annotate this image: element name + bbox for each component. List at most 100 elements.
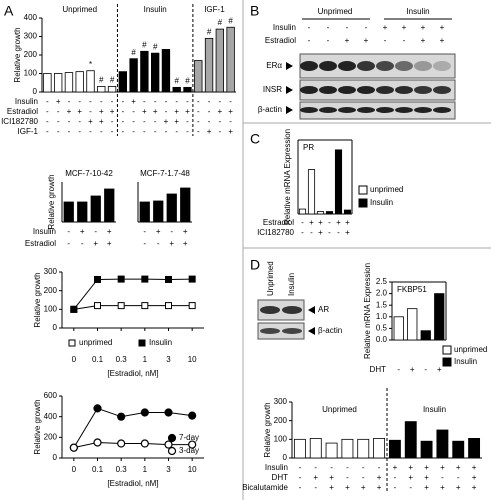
sign: - xyxy=(327,36,330,45)
sign: + xyxy=(336,218,341,227)
sign: + xyxy=(228,127,233,136)
sign: - xyxy=(46,107,49,116)
sign: - xyxy=(57,117,60,126)
band xyxy=(395,61,413,71)
sign: + xyxy=(410,365,415,374)
annotation: # xyxy=(218,18,223,27)
band xyxy=(433,107,451,113)
sign: + xyxy=(472,473,477,482)
sign: + xyxy=(228,107,233,116)
series-line xyxy=(73,407,193,448)
bar xyxy=(75,71,84,93)
band-label: β-actin xyxy=(258,105,282,114)
band xyxy=(357,86,375,94)
bar xyxy=(468,437,481,459)
sign: + xyxy=(217,107,222,116)
sign: + xyxy=(472,483,477,492)
sign: + xyxy=(440,36,445,45)
y-tick-label: 0.0 xyxy=(376,335,388,344)
bar xyxy=(325,442,338,459)
sign: + xyxy=(153,107,158,116)
sign: + xyxy=(440,23,445,32)
sign: - xyxy=(143,127,146,136)
sign: + xyxy=(174,117,179,126)
sign: + xyxy=(377,483,382,492)
sign: - xyxy=(218,127,221,136)
y-tick-label: 0 xyxy=(33,87,38,96)
y-tick-label: 400 xyxy=(24,13,38,22)
sign: - xyxy=(78,97,81,106)
legend-label: unprimed xyxy=(370,185,403,194)
band-label: ERα xyxy=(266,61,282,70)
sign: - xyxy=(362,473,365,482)
sign: - xyxy=(175,127,178,136)
marker xyxy=(94,275,101,283)
sign: - xyxy=(89,127,92,136)
band-arrow xyxy=(308,306,315,335)
sign: - xyxy=(175,97,178,106)
sign: + xyxy=(99,107,104,116)
sign: - xyxy=(121,127,124,136)
sign: - xyxy=(68,127,71,136)
y-tick-label: 300 xyxy=(274,397,288,406)
x-tick-label: 3 xyxy=(166,355,171,364)
x-tick-label: 0.1 xyxy=(92,355,104,364)
series-line xyxy=(73,441,193,449)
sign: - xyxy=(394,473,397,482)
sign: + xyxy=(393,463,398,472)
legend-label: Insulin xyxy=(370,198,393,207)
sign: - xyxy=(197,97,200,106)
bar xyxy=(161,49,171,93)
sign: + xyxy=(364,36,369,45)
marker xyxy=(188,302,196,310)
sign: - xyxy=(143,227,146,236)
band xyxy=(319,86,337,94)
marker xyxy=(164,408,173,417)
y-axis-label: Relative growth xyxy=(33,399,42,454)
sign: + xyxy=(472,463,477,472)
sign: - xyxy=(57,127,60,136)
sign: + xyxy=(440,463,445,472)
sign: - xyxy=(378,463,381,472)
bar xyxy=(139,201,150,223)
band xyxy=(319,107,337,113)
bar xyxy=(63,201,74,223)
y-axis-label: Relative growth xyxy=(33,272,42,327)
y-tick-label: 0 xyxy=(53,453,58,462)
sign: + xyxy=(99,117,104,126)
sign: - xyxy=(170,227,173,236)
bar xyxy=(215,28,225,93)
x-tick-label: 0.3 xyxy=(116,355,128,364)
condition-label: IGF-1 xyxy=(18,127,39,136)
marker xyxy=(117,275,125,283)
sign: - xyxy=(301,218,304,227)
marker xyxy=(140,408,149,417)
marker xyxy=(93,404,102,413)
x-tick-label: 3 xyxy=(166,465,171,474)
sign: - xyxy=(299,483,302,492)
bar xyxy=(150,52,160,93)
sign: - xyxy=(143,239,146,248)
sign: + xyxy=(164,117,169,126)
bar xyxy=(309,437,322,459)
bar xyxy=(77,201,88,223)
annotation: # xyxy=(174,76,179,85)
sign: + xyxy=(309,218,314,227)
band xyxy=(433,61,451,71)
band xyxy=(260,306,280,314)
marker xyxy=(167,446,177,456)
sign: - xyxy=(397,365,400,374)
bar xyxy=(420,440,433,459)
y-tick-label: 200 xyxy=(24,50,38,59)
band xyxy=(433,86,451,94)
annotation: # xyxy=(185,76,190,85)
bar xyxy=(194,60,203,93)
sign: - xyxy=(394,483,397,492)
sign: - xyxy=(409,483,412,492)
sign: + xyxy=(456,463,461,472)
band xyxy=(338,86,356,94)
y-axis-label: Relative mRNA Expression xyxy=(363,263,372,359)
sign: - xyxy=(154,127,157,136)
bar xyxy=(53,73,63,93)
